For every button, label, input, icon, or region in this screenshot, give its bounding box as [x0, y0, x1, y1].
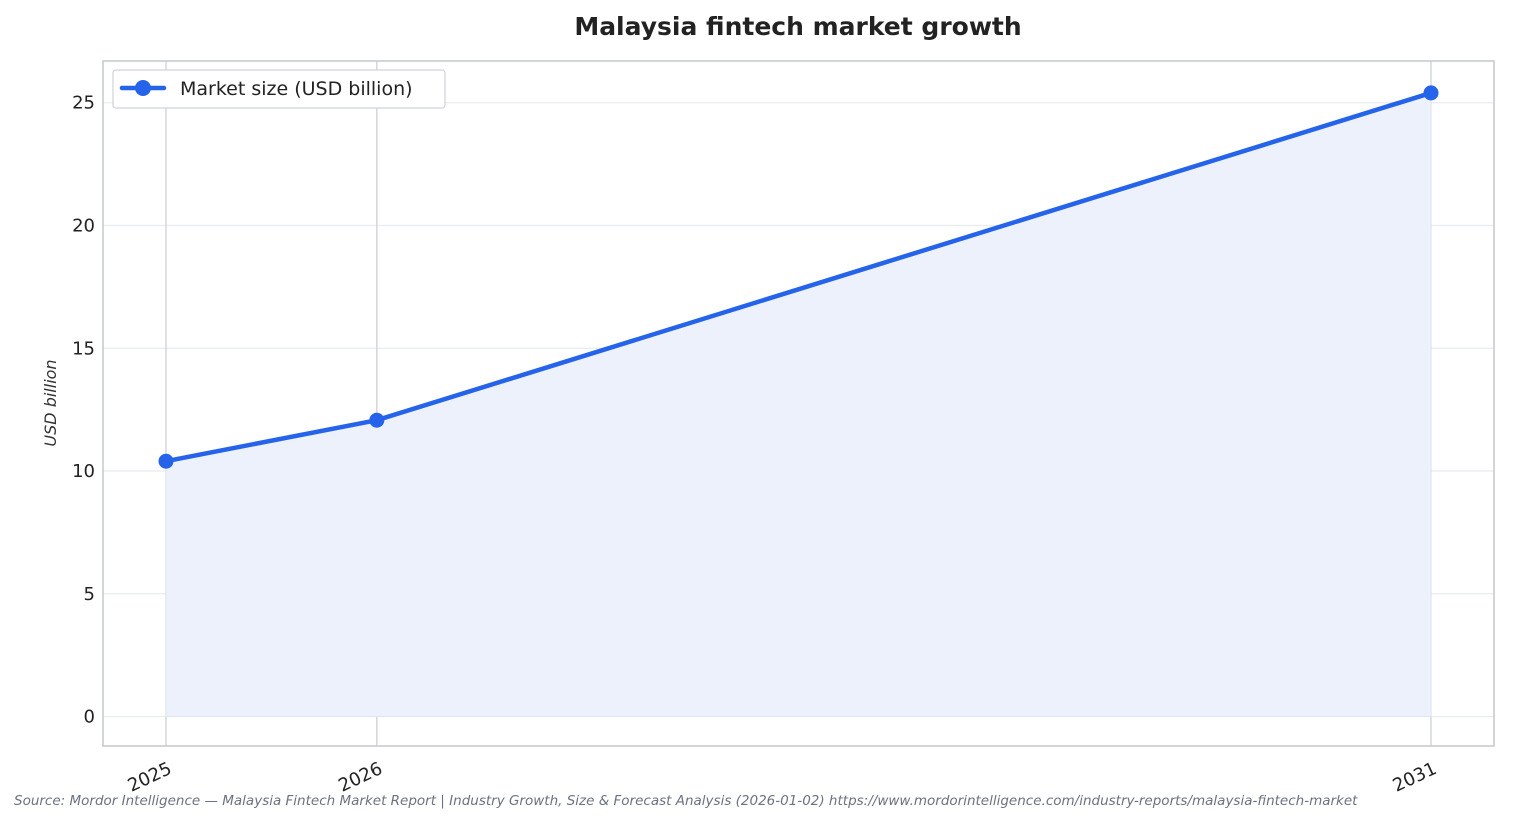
legend: Market size (USD billion) [112, 69, 446, 109]
x-tick-label: 2025 [125, 758, 175, 796]
y-tick-label: 20 [72, 215, 95, 236]
y-tick-label: 5 [84, 584, 95, 605]
chart-title: Malaysia fintech market growth [574, 12, 1021, 41]
y-tick-label: 0 [84, 707, 95, 728]
legend-box [112, 69, 446, 109]
y-axis-label: USD billion [41, 359, 60, 446]
x-tick-label: 2026 [335, 758, 385, 796]
area-layer [165, 92, 1432, 718]
plot-frame [102, 60, 1495, 747]
source-note: Source: Mordor Intelligence — Malaysia F… [14, 793, 1358, 809]
x-tick-label: 2031 [1390, 758, 1440, 796]
legend-label: Market size (USD billion) [180, 78, 413, 100]
y-tick-label: 10 [72, 461, 95, 482]
line-layer [158, 85, 1439, 469]
data-point [369, 412, 385, 428]
legend-marker-swatch [135, 80, 151, 96]
data-point [158, 453, 174, 469]
y-tick-label: 15 [72, 338, 95, 359]
y-tick-label: 25 [72, 93, 95, 114]
series-area-fill [165, 92, 1432, 718]
data-point [1423, 85, 1439, 101]
